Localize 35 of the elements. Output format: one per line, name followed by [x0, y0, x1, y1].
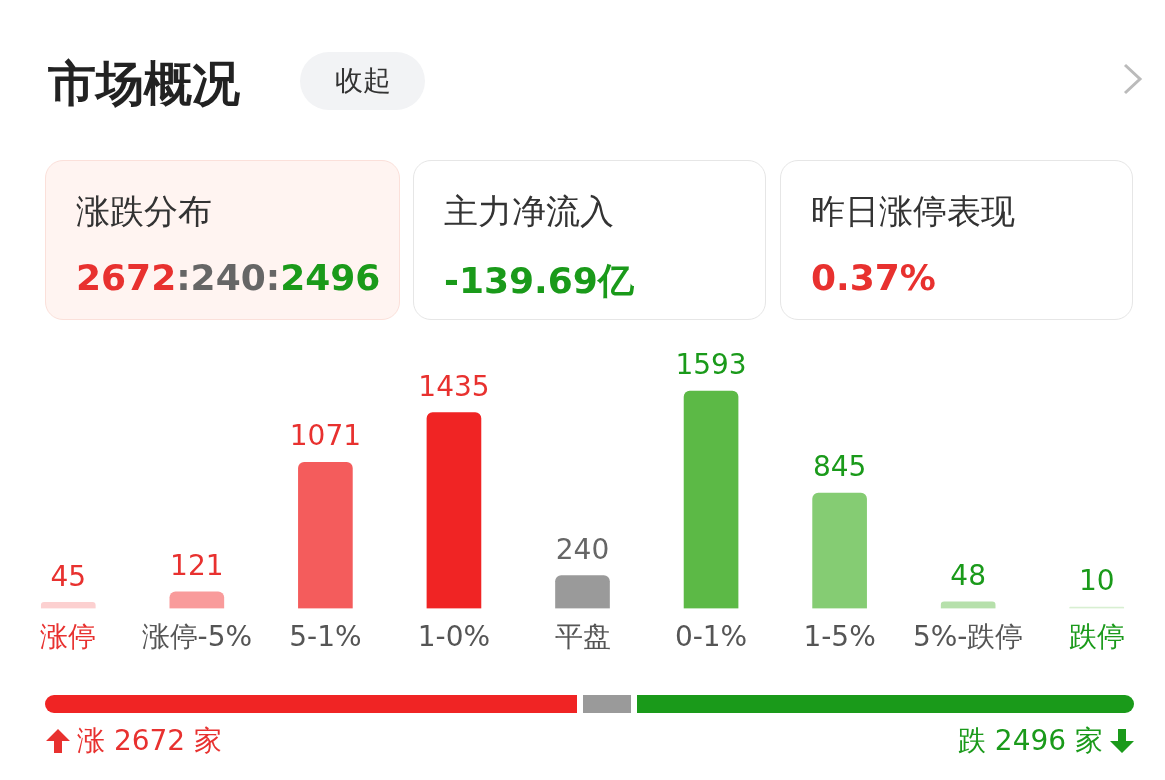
data-label: 45: [50, 559, 87, 593]
x-tick-label: 跌停: [1068, 620, 1125, 654]
text: 主力净流入: [444, 190, 615, 233]
bar: [426, 412, 482, 609]
x-tick-label: 平盘: [554, 620, 611, 654]
x-tick-label: 1-0%: [417, 620, 491, 654]
bar: [298, 461, 353, 609]
data-label: 1593: [675, 348, 747, 382]
bar: [683, 390, 739, 609]
x-tick-label: 涨停: [40, 620, 97, 654]
text: -139.69亿: [444, 259, 635, 303]
bar: [812, 492, 867, 609]
chart-title: 市场概况: [48, 54, 240, 113]
text: 0.37%: [811, 257, 937, 298]
x-tick-label: 涨停-5%: [141, 620, 253, 654]
x-tick-label: 5%-跌停: [912, 620, 1024, 654]
data-label: 1435: [418, 369, 490, 403]
data-label: 1071: [289, 419, 362, 453]
text: 收起: [300, 52, 425, 110]
bar: [40, 601, 96, 609]
x-tick-label: 5-1%: [289, 620, 362, 654]
x-tick-label: 1-5%: [803, 620, 876, 654]
text: 昨日涨停表现: [811, 190, 1016, 233]
bar: [555, 575, 610, 609]
data-label: 845: [812, 450, 867, 484]
text: 跌 2496 家: [957, 723, 1103, 759]
x-tick-label: 0-1%: [674, 620, 748, 654]
text: 涨跌分布: [76, 190, 213, 233]
text: 2672:240:2496: [76, 257, 381, 298]
text: 涨 2672 家: [77, 723, 223, 759]
bar: [169, 591, 225, 609]
data-label: 48: [950, 559, 986, 593]
data-label: 121: [170, 549, 224, 583]
data-label: 10: [1078, 564, 1115, 598]
data-label: 240: [555, 532, 610, 566]
